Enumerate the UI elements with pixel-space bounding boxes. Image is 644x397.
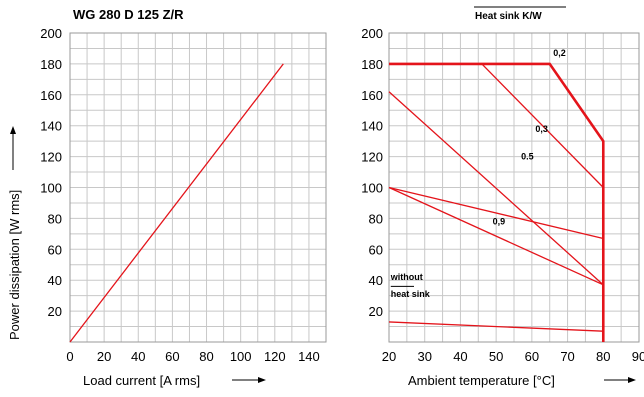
y-tick-label: 100 — [40, 181, 62, 196]
series-label: 0,2 — [553, 48, 566, 58]
x-tick-label: 30 — [417, 349, 431, 364]
series-label: 0,3 — [535, 124, 548, 134]
y-tick-label: 160 — [40, 88, 62, 103]
header-label: Heat sink K/W — [475, 11, 542, 22]
x-tick-label: 50 — [489, 349, 503, 364]
x-tick-label: 80 — [199, 349, 213, 364]
series-label: 0.5 — [521, 152, 534, 162]
y-axis-label: Power dissipation [W rms] — [7, 190, 22, 340]
y-tick-label: 40 — [369, 273, 383, 288]
y-tick-label: 20 — [369, 304, 383, 319]
x-axis-label: Load current [A rms] — [83, 373, 200, 388]
x-axis-label: Ambient temperature [°C] — [408, 373, 555, 388]
x-tick-label: 100 — [230, 349, 252, 364]
y-tick-label: 60 — [369, 242, 383, 257]
x-tick-label: 120 — [264, 349, 286, 364]
series-line — [481, 63, 604, 188]
y-tick-label: 200 — [40, 26, 62, 41]
y-tick-label: 80 — [369, 211, 383, 226]
series-line — [388, 186, 604, 240]
series-line — [388, 321, 604, 332]
x-tick-label: 20 — [97, 349, 111, 364]
x-tick-label: 70 — [560, 349, 574, 364]
y-tick-label: 180 — [361, 57, 383, 72]
y-axis-arrow-head — [10, 126, 16, 134]
y-tick-label: 40 — [48, 273, 62, 288]
series-line — [388, 186, 604, 286]
series-line — [69, 63, 284, 343]
x-tick-label: 40 — [131, 349, 145, 364]
y-tick-label: 80 — [48, 211, 62, 226]
series-line — [388, 91, 604, 286]
y-tick-label: 200 — [361, 26, 383, 41]
y-tick-label: 100 — [361, 181, 383, 196]
chart-title: WG 280 D 125 Z/R — [73, 7, 184, 22]
y-tick-label: 120 — [40, 150, 62, 165]
x-tick-label: 20 — [382, 349, 396, 364]
plot-frame — [69, 32, 327, 343]
y-tick-label: 120 — [361, 150, 383, 165]
x-tick-label: 60 — [165, 349, 179, 364]
series-label: heat sink — [391, 289, 431, 299]
y-tick-label: 140 — [361, 119, 383, 134]
x-axis-arrow-head — [258, 377, 266, 383]
x-tick-label: 0 — [66, 349, 73, 364]
y-tick-label: 140 — [40, 119, 62, 134]
series-label: without — [390, 272, 423, 282]
x-tick-label: 140 — [298, 349, 320, 364]
y-tick-label: 20 — [48, 304, 62, 319]
x-tick-label: 80 — [596, 349, 610, 364]
series-line — [389, 62, 605, 342]
x-axis-arrow-head — [628, 377, 636, 383]
x-tick-label: 90 — [632, 349, 644, 364]
y-tick-label: 160 — [361, 88, 383, 103]
x-tick-label: 40 — [453, 349, 467, 364]
y-tick-label: 60 — [48, 242, 62, 257]
x-tick-label: 60 — [525, 349, 539, 364]
series-label: 0,9 — [493, 217, 506, 227]
y-tick-label: 180 — [40, 57, 62, 72]
